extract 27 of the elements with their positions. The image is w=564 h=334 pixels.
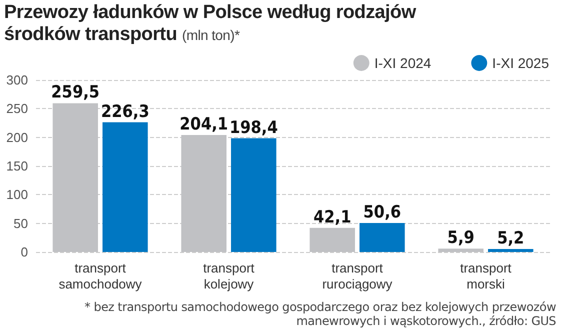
data-label: 50,6 xyxy=(363,202,402,222)
bar xyxy=(360,222,405,252)
y-tick-label: 250 xyxy=(6,101,28,116)
x-tick-label: transport rurociągowy xyxy=(322,260,393,292)
legend-label: I-XI 2025 xyxy=(492,55,550,71)
data-label: 226,3 xyxy=(100,102,150,122)
y-tick-label: 150 xyxy=(6,158,28,174)
x-tick-label: transport kolejowy xyxy=(203,260,255,292)
x-tick-label: transport morski xyxy=(460,260,512,292)
y-tick-label: 200 xyxy=(6,130,28,145)
y-tick-label: 50 xyxy=(14,216,28,231)
bar xyxy=(102,122,148,252)
data-label: 42,1 xyxy=(313,207,352,228)
y-tick-label: 300 xyxy=(6,72,28,88)
y-tick-label: 100 xyxy=(6,187,28,202)
data-label: 5,2 xyxy=(497,228,524,249)
bar xyxy=(488,249,534,252)
text: * bez transportu samochodowego gospodarczego oraz bez kolejowych przewozów manewrowych i wąskotorowych., źródło: GUS xyxy=(84,300,556,328)
bar xyxy=(231,138,276,252)
y-tick-label: 0 xyxy=(20,244,28,260)
data-label: 204,1 xyxy=(180,114,228,134)
x-tick-label: transport samochodowy xyxy=(58,260,142,292)
chart-subtitle: (mln ton)* xyxy=(182,27,240,43)
data-label: 5,9 xyxy=(447,228,474,248)
data-label: 259,5 xyxy=(51,82,100,103)
legend-label: I-XI 2024 xyxy=(374,55,432,71)
data-label: 198,4 xyxy=(229,118,278,138)
